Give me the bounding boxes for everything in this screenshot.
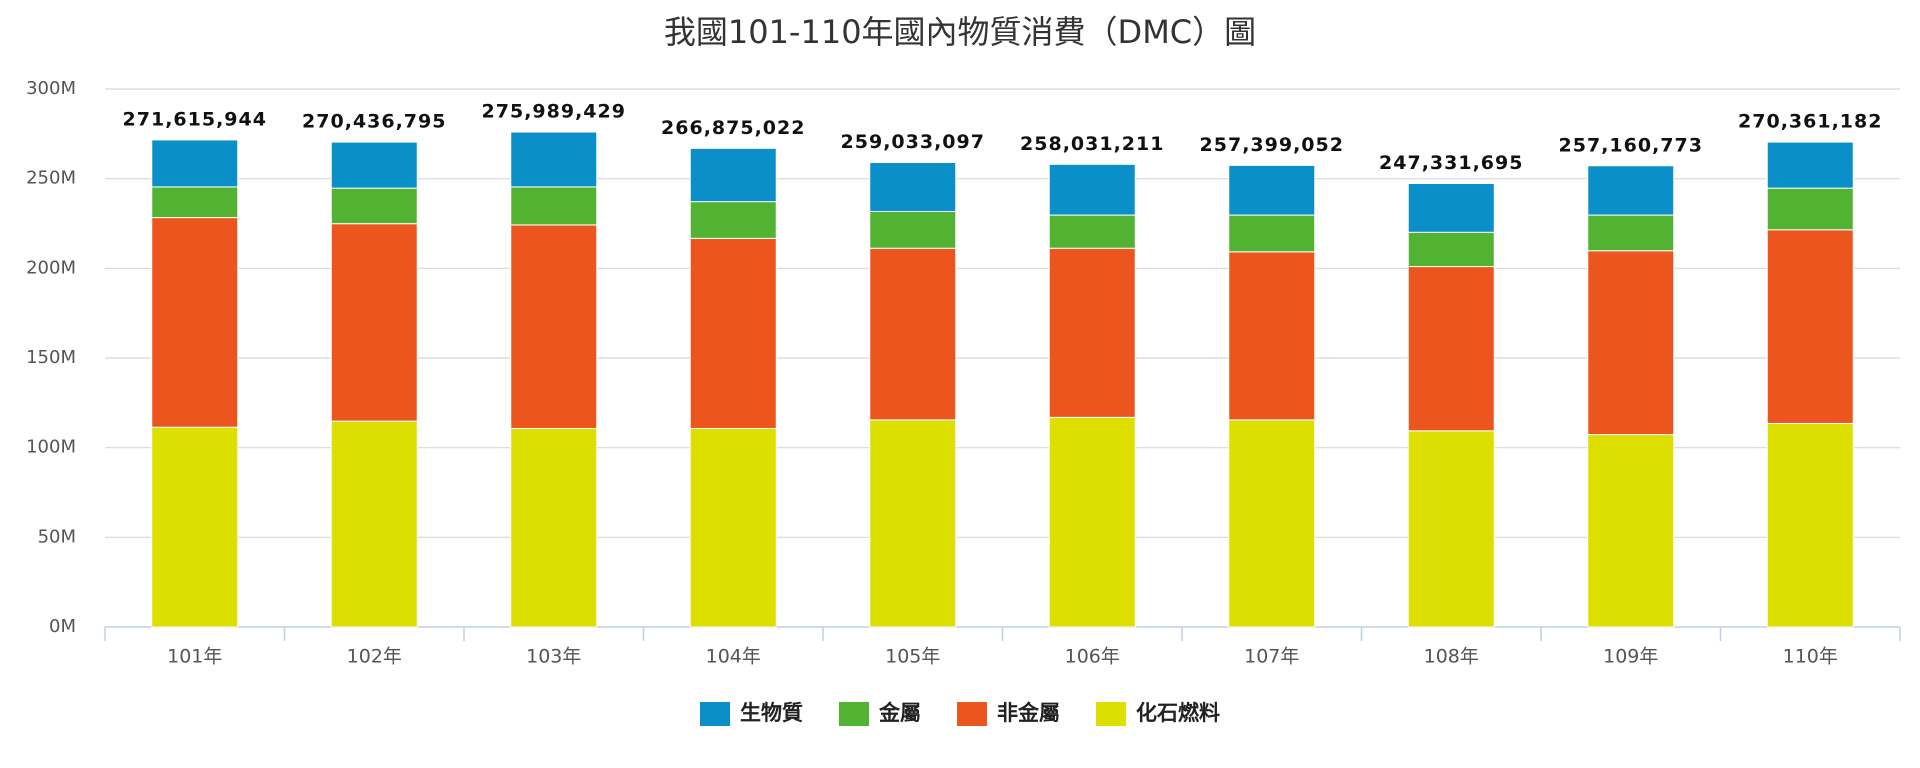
- total-label: 266,875,022: [661, 117, 805, 139]
- bar-segment: [689, 237, 777, 429]
- bar-segment: [1228, 214, 1316, 253]
- bar-segment: [330, 141, 418, 189]
- legend: 生物質 金屬 非金屬 化石燃料: [700, 701, 1220, 726]
- bar-segment: [1228, 164, 1316, 216]
- bar-segment: [510, 186, 598, 226]
- bar-segment: [1228, 419, 1316, 628]
- x-tick-label: 110年: [1783, 646, 1838, 668]
- x-tick-label: 101年: [167, 646, 222, 668]
- bar-segment: [1766, 422, 1854, 628]
- x-tick-label: 109年: [1603, 646, 1658, 668]
- bar-segment: [151, 426, 239, 628]
- bar-segment: [1407, 430, 1495, 628]
- bar-segment: [1587, 434, 1675, 628]
- y-tick-label: 150M: [26, 347, 76, 368]
- legend-label: 化石燃料: [1136, 701, 1220, 725]
- total-label: 275,989,429: [482, 101, 626, 123]
- bar-segment: [510, 224, 598, 429]
- total-label: 271,615,944: [123, 108, 267, 130]
- legend-swatch: [839, 702, 869, 726]
- bar-segment: [869, 419, 957, 628]
- total-label: 247,331,695: [1379, 152, 1523, 174]
- total-label: 257,399,052: [1200, 134, 1344, 156]
- y-tick-label: 200M: [26, 257, 76, 278]
- bar-segment: [1766, 187, 1854, 231]
- x-tick-label: 107年: [1244, 646, 1299, 668]
- legend-label: 金屬: [878, 701, 921, 725]
- bar-segment: [689, 147, 777, 203]
- legend-swatch: [1096, 702, 1126, 726]
- x-tick-label: 102年: [347, 646, 402, 668]
- bar-segment: [1407, 266, 1495, 432]
- bar-segment: [510, 427, 598, 628]
- bar-segment: [869, 210, 957, 249]
- bar-segment: [1766, 229, 1854, 424]
- bar-segment: [689, 427, 777, 628]
- legend-label: 非金屬: [997, 701, 1060, 725]
- x-tick-label: 104年: [706, 646, 761, 668]
- bar-segment: [1048, 247, 1136, 418]
- bar-segment: [1048, 214, 1136, 249]
- bar-segment: [1407, 231, 1495, 268]
- bar-segment: [510, 131, 598, 188]
- bar-segment: [1587, 214, 1675, 252]
- bar-segment: [151, 186, 239, 219]
- legend-label: 生物質: [740, 701, 803, 725]
- bar-segment: [869, 162, 957, 212]
- total-label: 257,160,773: [1559, 134, 1703, 156]
- y-tick-label: 250M: [26, 168, 76, 189]
- y-tick-label: 300M: [26, 78, 76, 99]
- bar-segment: [1407, 183, 1495, 233]
- total-label: 259,033,097: [841, 131, 985, 153]
- y-tick-label: 50M: [38, 526, 76, 547]
- bar-segment: [330, 223, 418, 422]
- y-tick-label: 0M: [49, 616, 76, 637]
- bar-segment: [330, 187, 418, 225]
- total-label: 258,031,211: [1020, 133, 1164, 155]
- chart-title: 我國101-110年國內物質消費（DMC）圖: [664, 13, 1256, 51]
- x-tick-label: 105年: [885, 646, 940, 668]
- bar-segment: [1587, 250, 1675, 436]
- bar-segment: [151, 217, 239, 428]
- x-tick-label: 103年: [526, 646, 581, 668]
- bar-segment: [1587, 165, 1675, 216]
- bar-segment: [330, 420, 418, 628]
- legend-swatch: [957, 702, 987, 726]
- bar-segment: [1228, 251, 1316, 421]
- bar-segment: [151, 139, 239, 188]
- x-tick-label: 108年: [1424, 646, 1479, 668]
- bar-segment: [689, 201, 777, 239]
- x-tick-label: 106年: [1065, 646, 1120, 668]
- legend-swatch: [700, 702, 730, 726]
- total-label: 270,436,795: [302, 111, 446, 133]
- y-tick-label: 100M: [26, 437, 76, 458]
- bar-segment: [869, 247, 957, 421]
- total-label: 270,361,182: [1738, 111, 1882, 133]
- bar-segment: [1048, 163, 1136, 216]
- bar-segment: [1766, 141, 1854, 189]
- bar-segment: [1048, 416, 1136, 628]
